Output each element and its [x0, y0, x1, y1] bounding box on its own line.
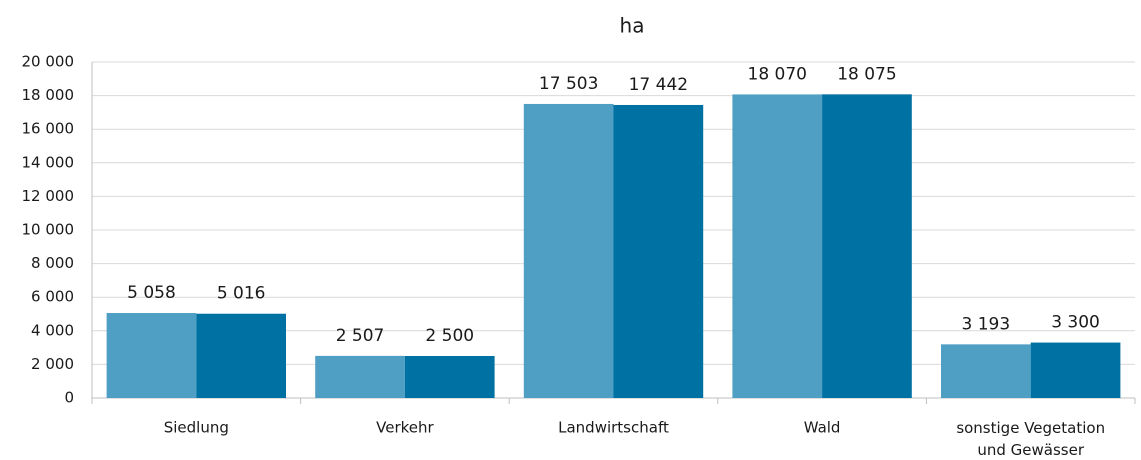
bar: [315, 355, 405, 398]
x-tick-label: sonstige Vegetation und Gewässer: [956, 419, 1105, 459]
data-label: 5 016: [217, 284, 266, 304]
y-tick-label: 0: [64, 389, 74, 407]
bar: [613, 104, 704, 399]
bar: [941, 344, 1031, 398]
bar: [196, 313, 286, 398]
y-tick-label: 14 000: [22, 153, 75, 171]
chart-title: ha: [620, 14, 645, 38]
data-label: 3 193: [962, 314, 1011, 334]
bar: [106, 313, 197, 398]
y-tick-label: 20 000: [22, 53, 75, 71]
y-tick-label: 8 000: [31, 254, 74, 272]
bar: [732, 94, 823, 398]
bar: [1030, 342, 1121, 398]
x-tick-label: Siedlung: [164, 419, 229, 437]
x-tick-label: Wald: [804, 419, 841, 437]
y-tick-label: 10 000: [22, 221, 75, 239]
data-label: 2 500: [425, 326, 474, 346]
data-label: 2 507: [336, 326, 385, 346]
data-label: 17 503: [539, 74, 598, 94]
y-tick-label: 2 000: [31, 355, 74, 373]
x-tick-label: Verkehr: [376, 419, 434, 437]
y-tick-label: 12 000: [22, 187, 75, 205]
y-tick-label: 18 000: [22, 86, 75, 104]
y-tick-label: 4 000: [31, 321, 74, 339]
data-label: 5 058: [127, 283, 176, 303]
bar: [523, 103, 614, 399]
y-tick-label: 6 000: [31, 288, 74, 306]
data-label: 17 442: [629, 75, 688, 95]
data-label: 18 075: [837, 64, 896, 84]
data-label: 3 300: [1051, 313, 1100, 333]
data-label: 18 070: [748, 64, 807, 84]
bar: [404, 356, 495, 398]
y-tick-label: 16 000: [22, 120, 75, 138]
bar: [822, 94, 912, 398]
x-tick-label: Landwirtschaft: [558, 419, 669, 437]
